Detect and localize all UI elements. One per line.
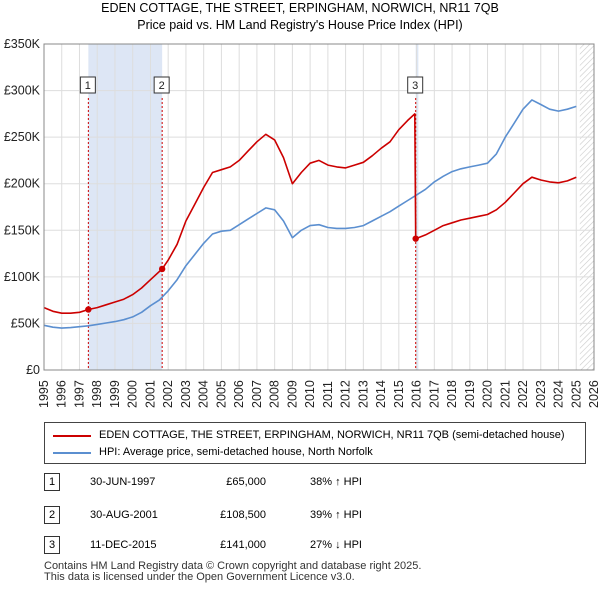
ownership-shade <box>88 44 163 370</box>
x-tick-label: 2023 <box>534 380 548 408</box>
x-tick-label: 2024 <box>552 380 566 408</box>
sale-marker-box <box>79 76 96 94</box>
legend-label-hpi: HPI: Average price, semi-detached house,… <box>99 446 373 458</box>
sale-hpi-comparison: 27% ↓ HPI <box>310 539 362 551</box>
y-tick-label: £250K <box>4 130 41 144</box>
x-tick-label: 2008 <box>268 380 282 408</box>
x-tick-label: 2003 <box>179 380 193 408</box>
sale-price: £65,000 <box>226 476 266 488</box>
x-tick-label: 2025 <box>569 380 583 408</box>
x-tick-label: 1995 <box>37 380 51 408</box>
x-tick-label: 2017 <box>427 380 441 408</box>
legend-label-property: EDEN COTTAGE, THE STREET, ERPINGHAM, NOR… <box>99 429 565 441</box>
x-tick-label: 1996 <box>55 380 69 408</box>
x-tick-label: 1999 <box>108 380 122 408</box>
sale-hpi-comparison: 38% ↑ HPI <box>310 476 362 488</box>
y-tick-label: £150K <box>4 223 41 237</box>
sale-number: 3 <box>44 536 60 554</box>
sale-row-1: 1 30-JUN-1997 £65,000 38% ↑ HPI <box>0 472 600 492</box>
x-tick-label: 2010 <box>303 380 317 408</box>
sale-number: 2 <box>44 506 60 524</box>
sale-marker-box <box>407 76 424 94</box>
sale-price: £141,000 <box>220 539 266 551</box>
x-tick-label: 1998 <box>90 380 104 408</box>
x-tick-label: 2014 <box>374 380 388 408</box>
sale-marker-box <box>153 76 170 94</box>
plot-frame <box>43 43 595 371</box>
x-tick-label: 2018 <box>445 380 459 408</box>
sale-hpi-comparison: 39% ↑ HPI <box>310 509 362 521</box>
y-tick-label: £350K <box>4 37 41 51</box>
price-chart: £0 £50K £100K £150K £200K £250K £300K £350K 1995… <box>4 37 600 408</box>
legend-swatch-hpi <box>53 452 91 454</box>
x-tick-label: 2011 <box>321 381 335 408</box>
sale-number: 1 <box>44 473 60 491</box>
x-tick-label: 2022 <box>516 380 530 408</box>
y-tick-label: £50K <box>11 316 41 330</box>
y-tick-label: £200K <box>4 177 41 191</box>
x-tick-label: 2012 <box>339 380 353 408</box>
property-series-line <box>43 113 577 314</box>
y-tick-label: £300K <box>4 84 41 98</box>
x-tick-label: 1997 <box>72 380 86 408</box>
sale-point <box>158 265 166 273</box>
x-tick-label: 2009 <box>285 380 299 408</box>
sale-marker-label: 2 <box>159 80 165 92</box>
chart-title-line1: EDEN COTTAGE, THE STREET, ERPINGHAM, NOR… <box>101 1 499 15</box>
x-tick-label: 2020 <box>481 380 495 408</box>
x-tick-label: 2021 <box>498 380 512 408</box>
sale-marker-label: 1 <box>85 80 91 92</box>
sale-point <box>85 306 92 313</box>
x-tick-label: 2019 <box>463 380 477 408</box>
sale-date: 11-DEC-2015 <box>90 539 157 551</box>
sale-date: 30-JUN-1997 <box>90 476 156 488</box>
x-tick-label: 2006 <box>232 380 246 408</box>
x-tick-label: 2016 <box>410 380 424 408</box>
forecast-hatch <box>579 44 594 370</box>
x-tick-label: 2015 <box>392 380 406 408</box>
sale-row-3: 3 11-DEC-2015 £141,000 27% ↓ HPI <box>0 535 600 555</box>
sale-row-2: 2 30-AUG-2001 £108,500 39% ↑ HPI <box>0 505 600 525</box>
x-tick-label: 2004 <box>197 380 211 408</box>
hpi-series-line <box>43 99 577 329</box>
sale-point <box>412 235 419 242</box>
chart-legend: EDEN COTTAGE, THE STREET, ERPINGHAM, NOR… <box>44 422 586 464</box>
chart-title-line2: Price paid vs. HM Land Registry's House … <box>137 18 463 32</box>
x-tick-label: 2001 <box>143 380 157 408</box>
x-tick-label: 2007 <box>250 380 264 408</box>
x-tick-label: 2000 <box>126 380 140 408</box>
x-tick-label: 2002 <box>161 380 175 408</box>
x-tick-label: 2013 <box>356 380 370 408</box>
x-tick-label: 2005 <box>214 380 228 408</box>
y-tick-label: £0 <box>26 363 40 377</box>
sale-marker-label: 3 <box>412 80 418 92</box>
x-tick-label: 2026 <box>587 380 600 408</box>
legend-swatch-property <box>53 435 91 437</box>
footer-attribution: Contains HM Land Registry data © Crown c… <box>44 560 422 583</box>
y-tick-label: £100K <box>4 270 41 284</box>
sale-price: £108,500 <box>220 509 266 521</box>
sale-date: 30-AUG-2001 <box>90 509 158 521</box>
